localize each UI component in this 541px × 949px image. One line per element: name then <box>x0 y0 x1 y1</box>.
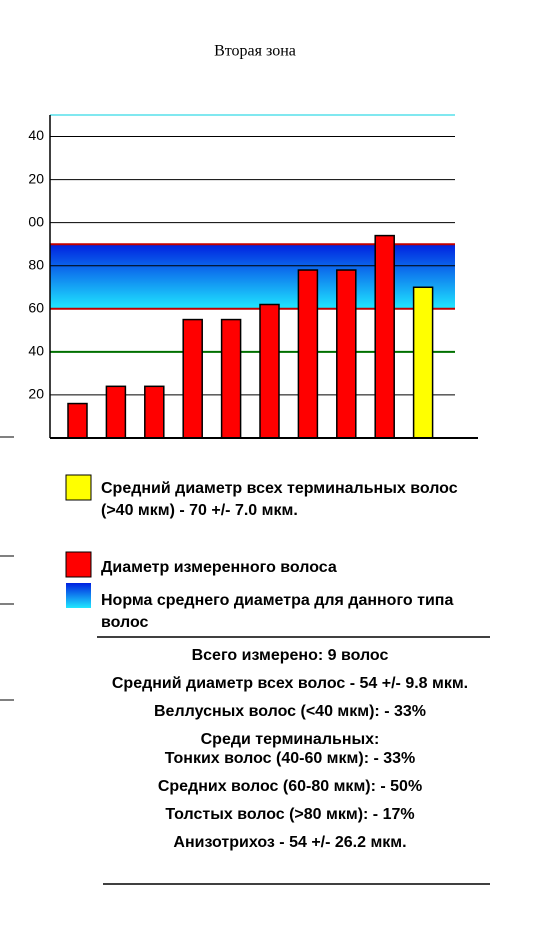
stat-line: Средний диаметр всех волос - 54 +/- 9.8 … <box>111 675 469 692</box>
bar <box>105 385 127 439</box>
y-tick-label: 00 <box>28 213 44 229</box>
stat-line: Среди терминальных: <box>200 731 380 748</box>
stat-line: Анизотрихоз - 54 +/- 26.2 мкм. <box>173 834 407 851</box>
stat-line: Веллусных волос (<40 мкм): - 33% <box>154 703 426 720</box>
legend-label: Диаметр измеренного волоса <box>101 559 337 576</box>
bar <box>220 318 242 439</box>
stat-line: Тонких волос (40-60 мкм): - 33% <box>164 750 416 767</box>
stat-line: Толстых волос (>80 мкм): - 17% <box>165 806 415 823</box>
y-tick-label: 40 <box>28 127 44 143</box>
legend-label: Норма среднего диаметра для данного типа… <box>101 592 454 631</box>
bar <box>67 402 88 439</box>
bar <box>144 385 165 439</box>
legend-swatch <box>66 583 91 608</box>
bar <box>297 269 319 439</box>
bar <box>412 286 434 439</box>
y-tick-label: 80 <box>28 256 44 272</box>
legend-label: Средний диаметр всех терминальных волос … <box>101 480 458 519</box>
bar <box>259 303 280 439</box>
y-tick-label: 20 <box>28 170 44 186</box>
chart-title: Вторая зона <box>214 43 296 60</box>
bar <box>336 269 357 439</box>
stat-line: Средних волос (60-80 мкм): - 50% <box>157 778 423 795</box>
y-tick-label: 20 <box>28 386 44 402</box>
stat-line: Всего измерено: 9 волос <box>191 647 389 664</box>
y-tick-label: 60 <box>28 300 44 316</box>
legend-swatch <box>65 551 92 578</box>
bar <box>182 318 203 439</box>
bar <box>374 234 395 439</box>
y-tick-label: 40 <box>28 343 44 359</box>
stats: Всего измерено: 9 волос Средний диаметр в… <box>70 646 510 861</box>
legend-swatch <box>65 474 92 501</box>
